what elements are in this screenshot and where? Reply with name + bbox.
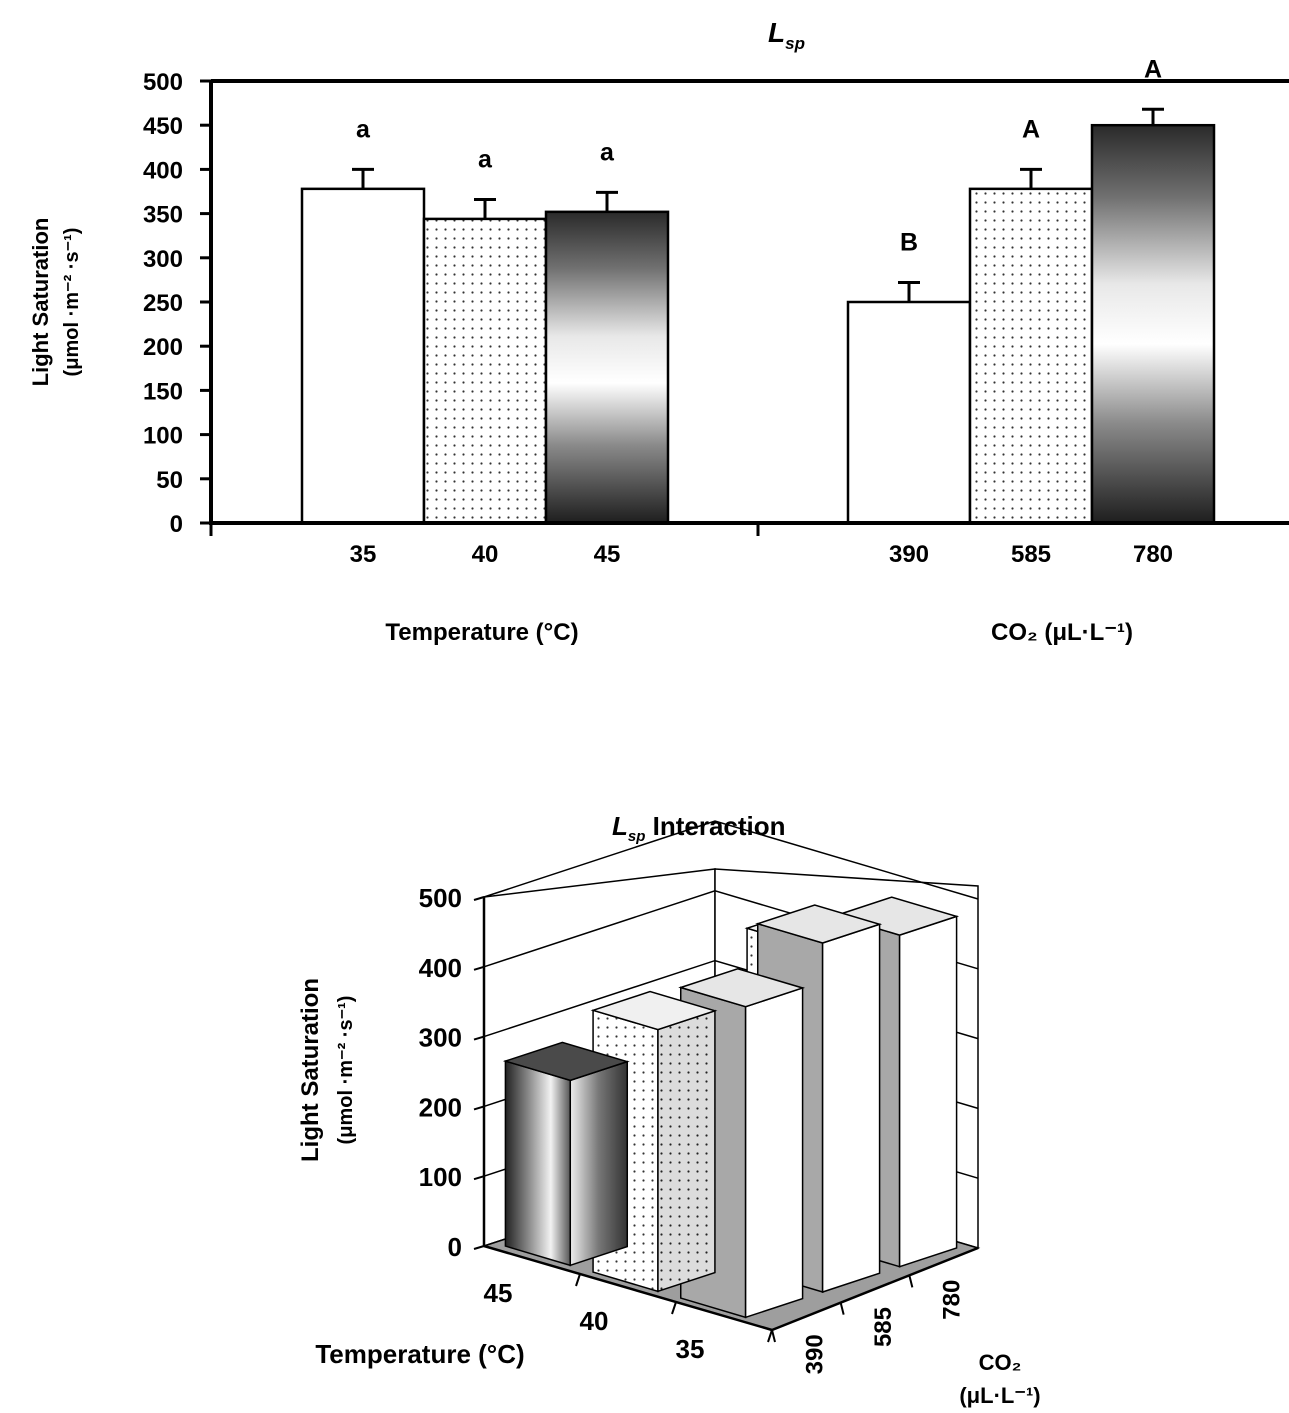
x-tick-label-780: 780 — [1133, 541, 1173, 568]
significance-letter-35: a — [356, 115, 371, 143]
co2-tick-mark — [839, 1302, 845, 1315]
z-tick-label: 100 — [419, 1162, 462, 1192]
z-tick-mark — [473, 1105, 485, 1111]
y-tick-label: 350 — [143, 202, 183, 229]
significance-letter-585: A — [1022, 115, 1040, 143]
z-tick-label: 300 — [419, 1023, 462, 1053]
y-axis-title: Light Saturation (μmol ·m⁻² ·s⁻¹) — [28, 218, 83, 387]
bar-35 — [300, 187, 426, 525]
bars — [300, 123, 1216, 525]
temperature-tick-label: 35 — [676, 1334, 705, 1364]
co2-tick-label: 390 — [801, 1334, 828, 1374]
significance-letter-390: B — [900, 229, 918, 257]
temperature-axis-title: Temperature (°C) — [385, 619, 578, 646]
x-tick-label-40: 40 — [472, 541, 499, 568]
z-axis-title-line1: Light Saturation — [297, 978, 324, 1162]
y-tick-label: 200 — [143, 334, 183, 361]
x-tick-labels: 35 40 45 390 585 780 — [350, 541, 1173, 568]
right-axis-line — [771, 1246, 979, 1332]
z-tick-label: 500 — [419, 883, 462, 913]
z-tick-mark — [473, 896, 485, 901]
y-tick-label: 250 — [143, 290, 183, 317]
co2-axis-title: CO₂ (μL·L⁻¹) — [991, 619, 1133, 646]
z-tick-mark — [473, 1035, 485, 1041]
interaction-chart-title: Lsp Interaction — [612, 811, 786, 845]
bar3d-45-390 — [502, 1041, 630, 1267]
x-tick-label-390: 390 — [889, 541, 929, 568]
bars-3d — [502, 896, 960, 1319]
co2-tick-mark — [771, 1329, 776, 1343]
temperature-tick-label: 45 — [484, 1278, 513, 1308]
z-tick-label: 200 — [419, 1092, 462, 1122]
interaction-3d-chart: Lsp Interaction Light Saturation (μmol ·… — [297, 811, 1041, 1408]
x-tick-label-35: 35 — [350, 541, 377, 568]
significance-letter-780: A — [1144, 55, 1162, 83]
temperature-tick-mark — [671, 1301, 677, 1315]
x-tick-label-45: 45 — [594, 541, 621, 568]
temperature-tick-labels: 45 40 35 — [484, 1273, 773, 1364]
temperature-axis-title-3d: Temperature (°C) — [315, 1339, 524, 1369]
significance-letter-40: a — [478, 145, 493, 173]
bar-585 — [968, 187, 1094, 525]
bar-780 — [1090, 123, 1216, 525]
z-axis-title-line2: (μmol ·m⁻² ·s⁻¹) — [335, 996, 357, 1145]
z-tick-mark — [473, 965, 485, 971]
z-tick-label: 0 — [448, 1232, 462, 1262]
x-tick-label-585: 585 — [1011, 541, 1051, 568]
front-axis-line — [483, 1244, 773, 1332]
y-tick-label: 450 — [143, 113, 183, 140]
bar-45 — [544, 210, 670, 525]
y-tick-label: 0 — [170, 511, 183, 538]
y-tick-label: 500 — [143, 69, 183, 96]
z-tick-mark — [473, 1245, 485, 1250]
z-axis-title: Light Saturation (μmol ·m⁻² ·s⁻¹) — [297, 978, 357, 1162]
y-tick-label: 300 — [143, 246, 183, 273]
significance-letters: a a a B A A — [356, 55, 1162, 256]
y-tick-label: 150 — [143, 378, 183, 405]
z-tick-mark — [473, 1175, 485, 1181]
co2-tick-label: 585 — [870, 1307, 897, 1347]
y-tick-label: 400 — [143, 157, 183, 184]
temperature-tick-mark — [575, 1273, 581, 1287]
z-tick-labels: 0 100 200 300 400 500 — [419, 883, 485, 1262]
co2-axis-title-3d-line1: CO₂ — [979, 1350, 1022, 1375]
y-tick-label: 50 — [156, 467, 183, 494]
bar-390 — [846, 300, 972, 525]
co2-tick-labels: 390 585 780 — [771, 1275, 966, 1374]
y-tick-labels: 0 50 100 150 200 250 300 350 400 450 500 — [143, 69, 211, 538]
significance-letter-45: a — [600, 138, 615, 166]
co2-tick-mark — [908, 1275, 914, 1288]
bar-40 — [422, 217, 548, 525]
y-axis-title-line1: Light Saturation — [28, 218, 53, 387]
top-chart-title: Lsp — [768, 17, 805, 53]
error-bars — [352, 107, 1164, 302]
temperature-tick-mark — [767, 1329, 773, 1343]
y-tick-label: 100 — [143, 423, 183, 450]
z-tick-label: 400 — [419, 953, 462, 983]
temperature-tick-label: 40 — [580, 1306, 609, 1336]
co2-axis-title-3d-line2: (μL·L⁻¹) — [959, 1383, 1040, 1408]
y-axis-title-line2: (μmol ·m⁻² ·s⁻¹) — [61, 228, 83, 377]
co2-tick-label: 780 — [939, 1280, 966, 1320]
top-bar-chart: Lsp Light Saturation (μmol ·m⁻² ·s⁻¹) 0 5… — [28, 17, 1289, 646]
gridline — [483, 820, 979, 900]
